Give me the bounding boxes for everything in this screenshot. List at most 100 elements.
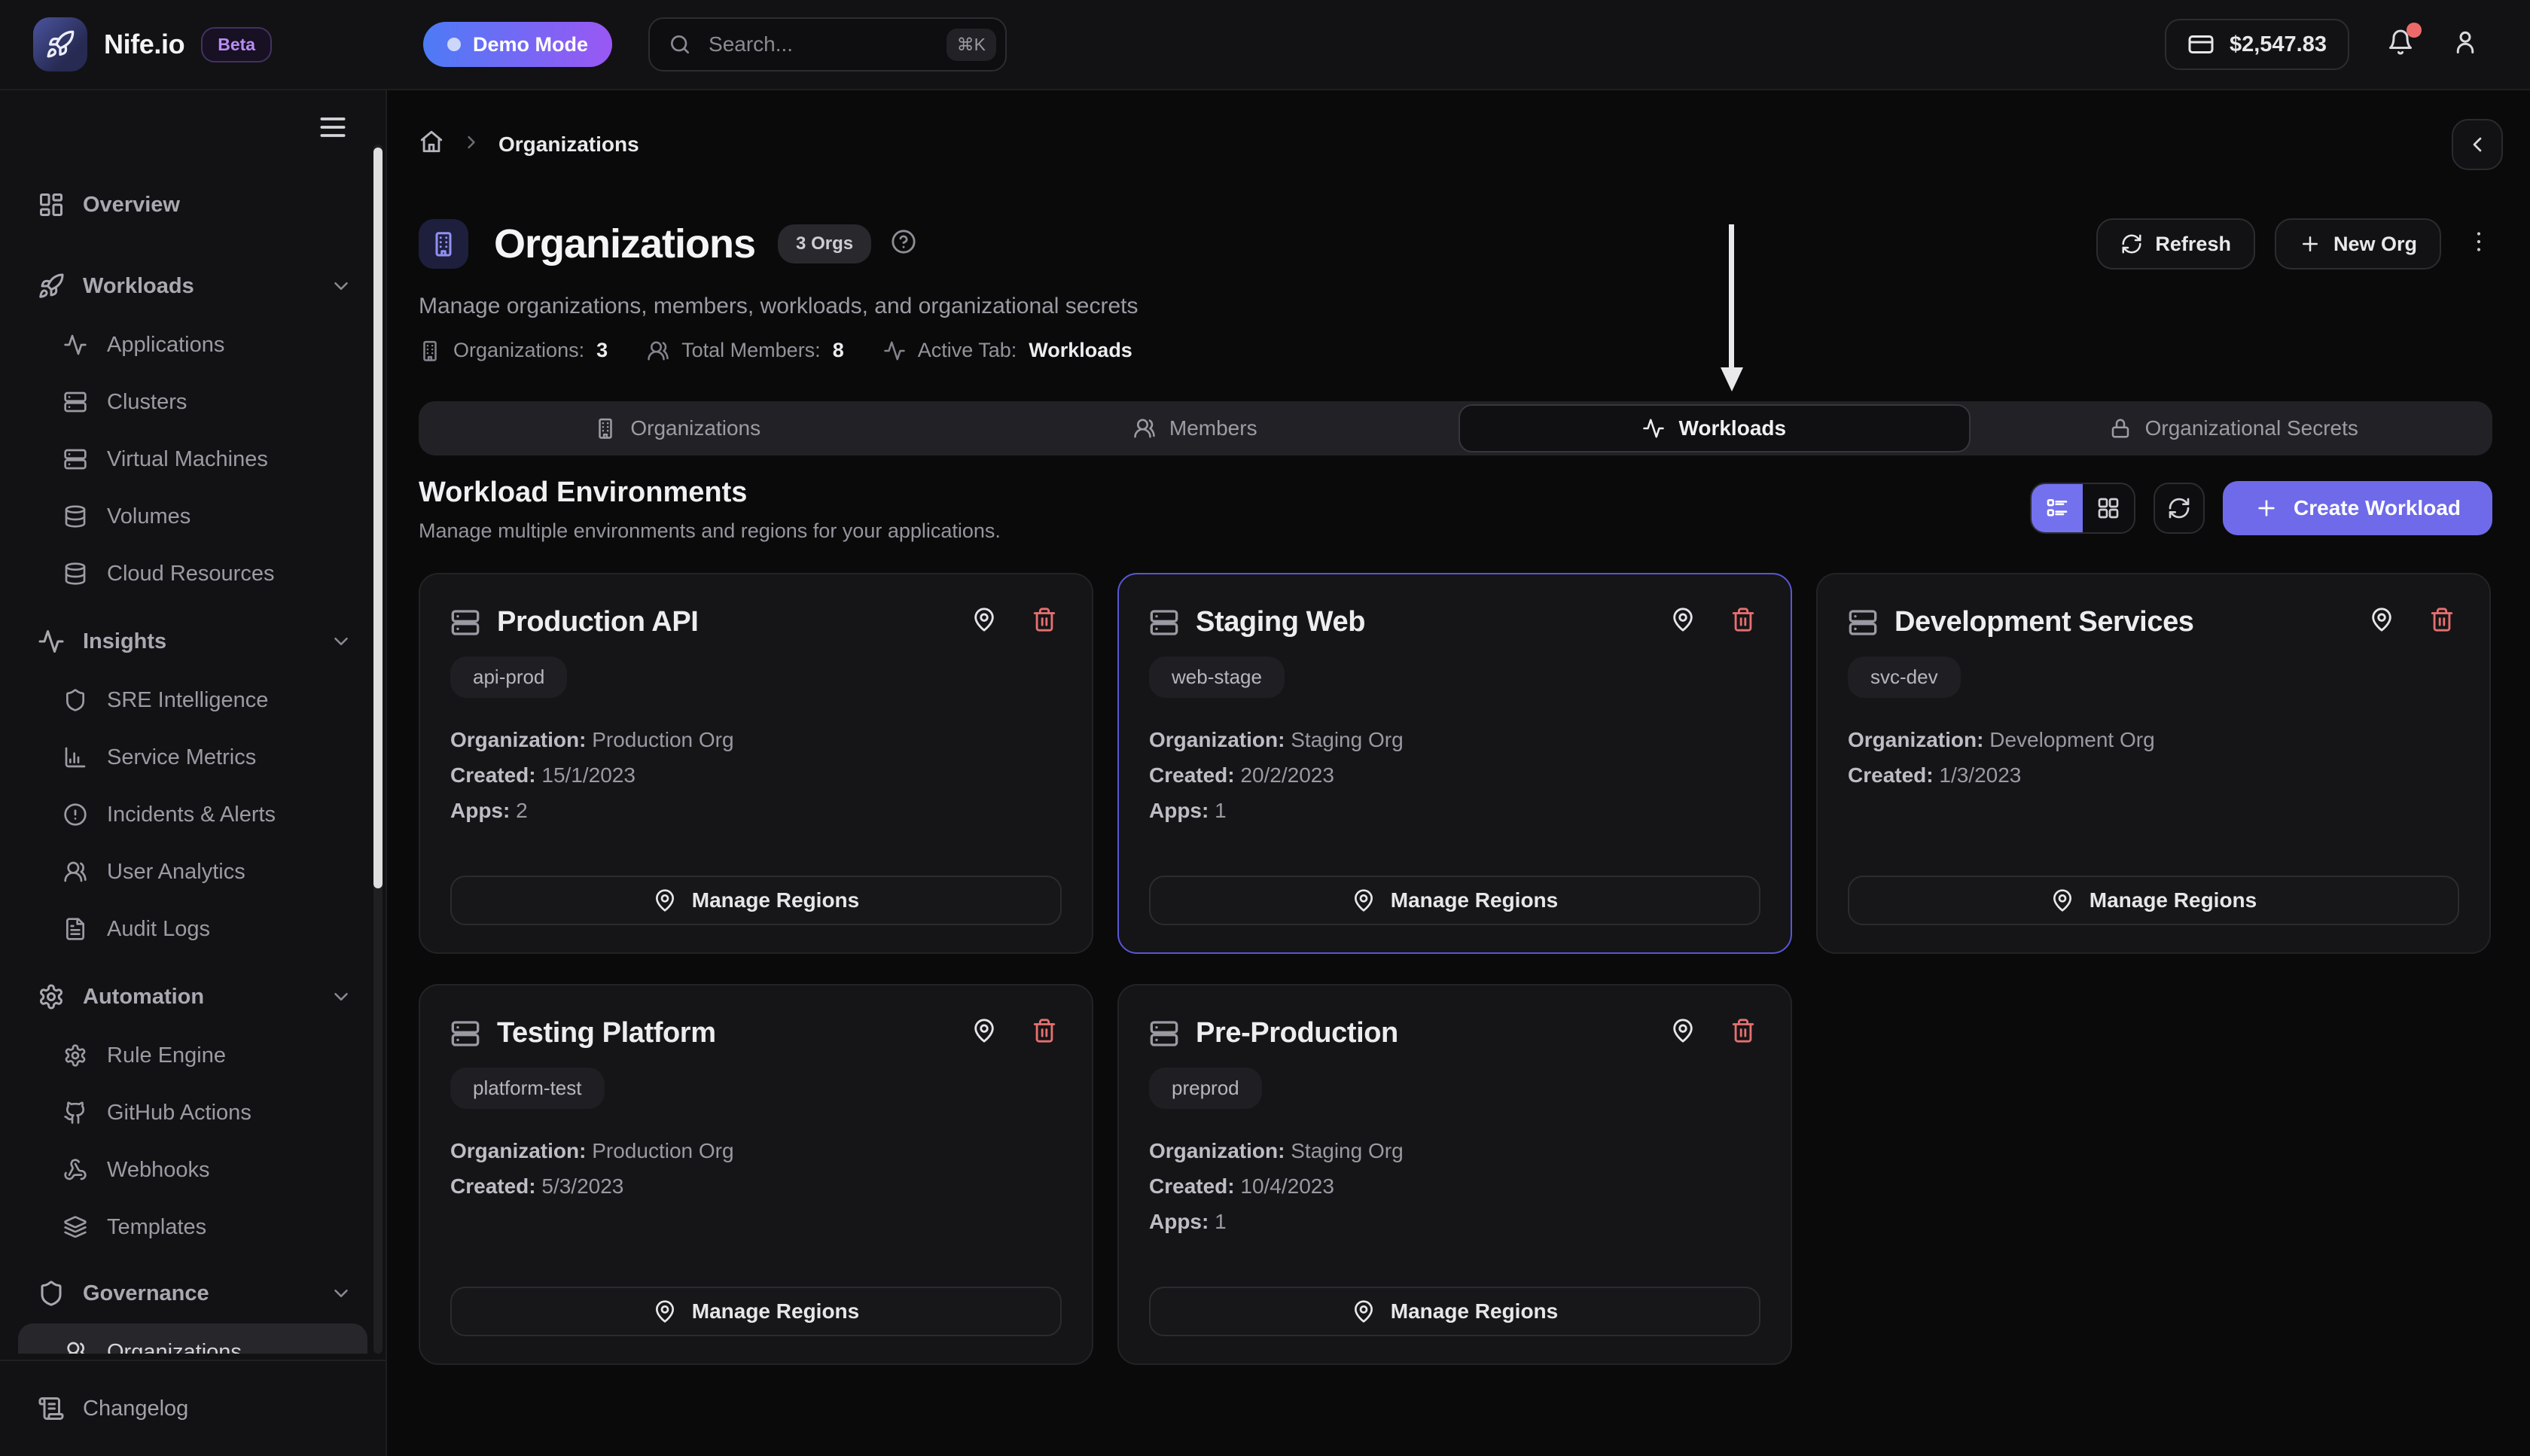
delete-workload-button[interactable] [1032, 607, 1057, 638]
tab-label: Members [1169, 416, 1257, 440]
sidebar-item-rule-engine[interactable]: Rule Engine [18, 1027, 367, 1084]
delete-workload-button[interactable] [1032, 1018, 1057, 1049]
create-workload-label: Create Workload [2294, 496, 2461, 519]
beta-badge: Beta [201, 26, 273, 62]
trash-icon [1032, 1018, 1057, 1043]
balance-button[interactable]: $2,547.83 [2164, 19, 2349, 70]
map-pin-icon [2050, 888, 2074, 912]
grid-view-icon [2096, 496, 2120, 520]
sidebar-item-templates[interactable]: Templates [18, 1199, 367, 1256]
header-stat-total-members: Total Members: 8 [647, 339, 844, 362]
meta-label: Organization: [1848, 728, 1984, 751]
new-org-button[interactable]: New Org [2274, 218, 2441, 270]
tab-members[interactable]: Members [940, 404, 1452, 452]
sidebar-item-service-metrics[interactable]: Service Metrics [18, 729, 367, 786]
manage-regions-button[interactable]: Manage Regions [1848, 876, 2459, 925]
chevron-down-icon [330, 1282, 352, 1305]
refresh-button[interactable]: Refresh [2096, 218, 2255, 270]
collapse-panel-button[interactable] [2452, 119, 2503, 170]
manage-regions-icon-button[interactable] [1670, 607, 1696, 638]
sidebar-scrollbar[interactable] [373, 145, 383, 1354]
meta-label: Created: [1848, 763, 1934, 787]
activity-icon [883, 340, 906, 362]
delete-workload-button[interactable] [2429, 607, 2455, 638]
sidebar-item-overview[interactable]: Overview [18, 175, 367, 235]
more-options-button[interactable] [2465, 228, 2492, 260]
users-icon [1133, 417, 1156, 440]
sidebar-item-governance[interactable]: Governance [18, 1263, 367, 1323]
sidebar-item-sre-intelligence[interactable]: SRE Intelligence [18, 672, 367, 729]
sidebar-item-label: GitHub Actions [107, 1100, 251, 1125]
meta-row-organization: Organization: Staging Org [1149, 1139, 1404, 1162]
sidebar-item-automation[interactable]: Automation [18, 967, 367, 1027]
sidebar-item-label: Virtual Machines [107, 446, 268, 471]
map-pin-icon [1352, 888, 1376, 912]
notifications-button[interactable] [2387, 22, 2422, 61]
sidebar-item-label: Changelog [83, 1396, 189, 1421]
tab-workloads[interactable]: Workloads [1459, 404, 1971, 452]
refresh-workloads-button[interactable] [2154, 483, 2205, 534]
section-titles: Workload Environments Manage multiple en… [419, 477, 1001, 543]
list-view-button[interactable] [2032, 484, 2083, 532]
sidebar-item-github-actions[interactable]: GitHub Actions [18, 1084, 367, 1141]
sidebar-item-user-analytics[interactable]: User Analytics [18, 843, 367, 900]
sidebar-item-organizations[interactable]: Organizations [18, 1323, 367, 1354]
sidebar-item-workloads[interactable]: Workloads [18, 256, 367, 316]
delete-workload-button[interactable] [1730, 607, 1756, 638]
manage-regions-button[interactable]: Manage Regions [450, 1287, 1062, 1336]
create-workload-button[interactable]: Create Workload [2223, 481, 2492, 535]
workload-cards-grid: Production API api-prod Organization: Prod… [419, 573, 2492, 1365]
sidebar-item-applications[interactable]: Applications [18, 316, 367, 373]
sidebar-item-label: Overview [83, 192, 180, 217]
manage-regions-button[interactable]: Manage Regions [450, 876, 1062, 925]
dashboard-icon [38, 191, 65, 218]
grid-view-button[interactable] [2083, 484, 2134, 532]
sidebar-scrollbar-thumb[interactable] [373, 148, 383, 888]
sidebar-item-label: Governance [83, 1281, 209, 1305]
settings-icon [63, 1043, 87, 1068]
section-controls: Create Workload [2030, 481, 2492, 535]
manage-regions-icon-button[interactable] [1670, 1018, 1696, 1049]
stat-label: Organizations: [453, 339, 585, 361]
tab-organizations[interactable]: Organizations [422, 404, 934, 452]
sidebar-item-webhooks[interactable]: Webhooks [18, 1141, 367, 1199]
search-input[interactable] [706, 31, 933, 58]
stat-value: 8 [832, 339, 844, 361]
org-count-badge: 3 Orgs [778, 224, 872, 263]
help-button[interactable] [891, 229, 916, 260]
stat-label: Active Tab: [917, 339, 1017, 361]
delete-workload-button[interactable] [1730, 1018, 1756, 1049]
meta-label: Organization: [450, 728, 587, 751]
workload-tag: api-prod [450, 656, 568, 698]
notification-dot [2407, 22, 2422, 38]
sidebar-item-clusters[interactable]: Clusters [18, 373, 367, 431]
page-header: Organizations 3 Orgs Refresh New Org [419, 208, 2492, 280]
map-pin-icon [1352, 1299, 1376, 1323]
sidebar-item-incidents-alerts[interactable]: Incidents & Alerts [18, 786, 367, 843]
manage-regions-icon-button[interactable] [2369, 607, 2394, 638]
search-box[interactable]: ⌘K [648, 17, 1007, 72]
menu-toggle-button[interactable] [313, 110, 352, 149]
breadcrumb-home-link[interactable] [419, 129, 444, 160]
sidebar-item-cloud-resources[interactable]: Cloud Resources [18, 545, 367, 602]
chevron-down-icon [330, 630, 352, 653]
header-actions: Refresh New Org [2096, 218, 2492, 270]
trash-icon [1730, 607, 1756, 632]
manage-regions-icon-button[interactable] [971, 1018, 997, 1049]
user-menu-button[interactable] [2452, 29, 2479, 61]
sidebar-item-changelog[interactable]: Changelog [18, 1378, 367, 1439]
header-stat-active-tab: Active Tab: Workloads [883, 339, 1132, 362]
manage-regions-icon-button[interactable] [971, 607, 997, 638]
sidebar-item-virtual-machines[interactable]: Virtual Machines [18, 431, 367, 488]
tab-label: Workloads [1678, 416, 1787, 440]
app-logo[interactable] [33, 17, 87, 72]
rocket-icon [38, 273, 65, 300]
manage-regions-button[interactable]: Manage Regions [1149, 1287, 1760, 1336]
sidebar-item-audit-logs[interactable]: Audit Logs [18, 900, 367, 958]
tab-organizational-secrets[interactable]: Organizational Secrets [1978, 404, 2490, 452]
card-header: Staging Web [1149, 606, 1760, 638]
manage-regions-button[interactable]: Manage Regions [1149, 876, 1760, 925]
sidebar-item-volumes[interactable]: Volumes [18, 488, 367, 545]
sidebar-item-insights[interactable]: Insights [18, 611, 367, 672]
workload-meta: Organization: Production Org Created: 5/3… [450, 1133, 1062, 1204]
